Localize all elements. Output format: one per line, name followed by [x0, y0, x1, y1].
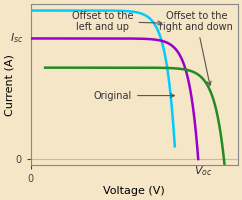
X-axis label: Voltage (V): Voltage (V) [103, 186, 165, 196]
Y-axis label: Current (A): Current (A) [4, 54, 14, 116]
Text: Offset to the
left and up: Offset to the left and up [72, 11, 162, 32]
Text: Offset to the
right and down: Offset to the right and down [159, 11, 233, 85]
Text: Original: Original [94, 91, 174, 101]
Text: $V_{oc}$: $V_{oc}$ [194, 164, 213, 178]
Text: $I_{sc}$: $I_{sc}$ [10, 32, 23, 45]
